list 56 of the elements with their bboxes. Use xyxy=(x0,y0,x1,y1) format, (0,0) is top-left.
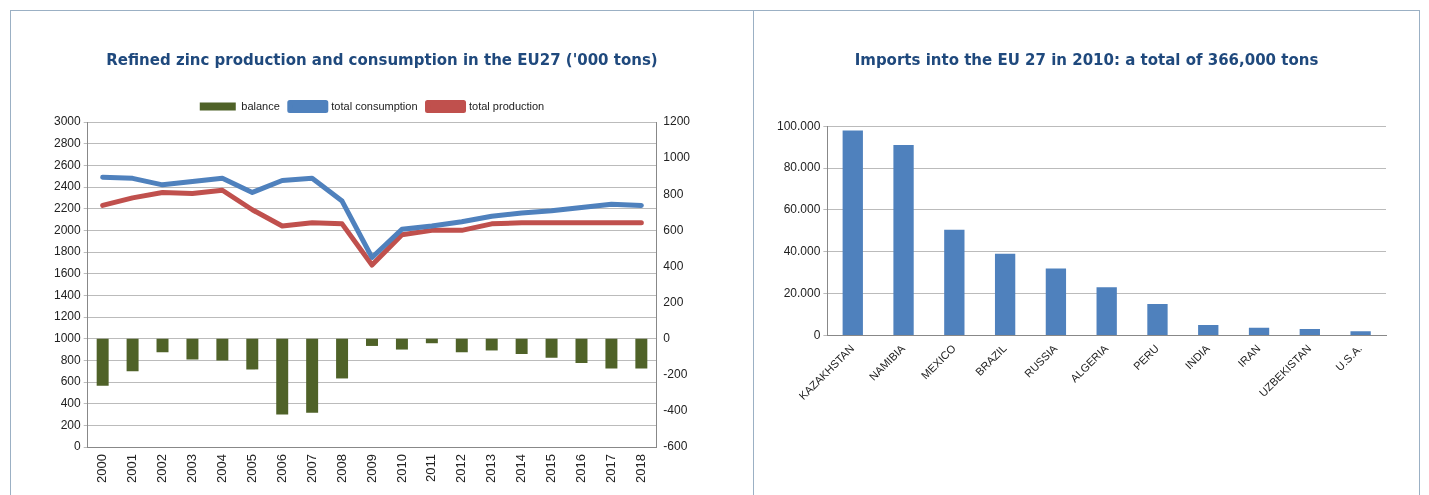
y-tick-label: 2600 xyxy=(53,157,82,172)
legend-label: total production xyxy=(469,99,545,112)
y2-tick-label: 800 xyxy=(663,186,684,201)
y2-tick-label: 0 xyxy=(663,331,671,346)
x-tick-label: 2006 xyxy=(273,454,289,483)
y-tick-label: 0 xyxy=(74,439,82,454)
y-tick-label: 600 xyxy=(60,374,82,389)
y-tick-label: 60.000 xyxy=(783,202,821,217)
y2-tick-label: -600 xyxy=(663,439,688,454)
x-tick-label: 2012 xyxy=(453,454,469,483)
x-tick-label: 2010 xyxy=(393,454,409,483)
x-tick-label: 2004 xyxy=(213,454,229,483)
x-tick-label: 2014 xyxy=(513,454,529,483)
y-tick-label: 400 xyxy=(60,396,82,411)
y2-tick-label: 1000 xyxy=(663,150,691,165)
y-tick-label: 200 xyxy=(60,417,82,432)
y-tick-label: 2200 xyxy=(53,201,82,215)
legend-label: total consumption xyxy=(331,99,418,112)
x-tick-label: 2017 xyxy=(602,454,618,483)
y2-tick-label: 1200 xyxy=(663,114,691,129)
y-tick-label: 1400 xyxy=(53,287,82,302)
x-tick-label: 2002 xyxy=(154,454,170,483)
chart-title: Refined zinc production and consumption in the EU27 ('000 tons) xyxy=(105,51,659,69)
y-tick-label: 1000 xyxy=(53,331,82,346)
x-tick-label: 2011 xyxy=(423,454,439,483)
x-tick-label: 2005 xyxy=(243,454,259,483)
x-tick-label: 2007 xyxy=(303,454,319,483)
y2-tick-label: 600 xyxy=(663,222,684,237)
y-tick-label: 2800 xyxy=(53,135,82,150)
y-tick-label: 20.000 xyxy=(783,285,821,300)
y-tick-label: 1200 xyxy=(53,309,82,324)
x-tick-label: 2000 xyxy=(94,454,110,483)
y-tick-label: 80.000 xyxy=(783,160,821,175)
y-tick-label: 40.000 xyxy=(783,244,821,259)
y2-tick-label: -400 xyxy=(663,403,688,418)
x-tick-label: 2015 xyxy=(543,454,559,483)
y-tick-label: 3000 xyxy=(53,114,82,129)
x-tick-label: 2003 xyxy=(184,454,200,483)
x-tick-label: 2009 xyxy=(363,454,379,483)
y-tick-label: 2400 xyxy=(53,179,82,194)
x-tick-label: 2013 xyxy=(483,454,499,483)
y-tick-label: 100.000 xyxy=(776,118,821,133)
x-tick-label: 2016 xyxy=(573,454,589,483)
legend-label: balance xyxy=(241,99,280,112)
y-tick-label: 2000 xyxy=(53,222,82,237)
x-tick-label: 2008 xyxy=(333,454,349,483)
y2-tick-label: -200 xyxy=(663,367,688,382)
y-tick-label: 800 xyxy=(60,352,82,367)
y-tick-label: 1800 xyxy=(53,244,82,259)
y2-tick-label: 200 xyxy=(663,294,684,309)
chart-title: Imports into the EU 27 in 2010: a total of 366,000 tons xyxy=(853,51,1320,69)
x-tick-label: 2001 xyxy=(124,454,140,483)
x-tick-label: 2018 xyxy=(632,454,648,483)
y-tick-label: 1600 xyxy=(53,266,82,281)
y-tick-label: 0 xyxy=(813,327,821,342)
y2-tick-label: 400 xyxy=(663,258,684,273)
